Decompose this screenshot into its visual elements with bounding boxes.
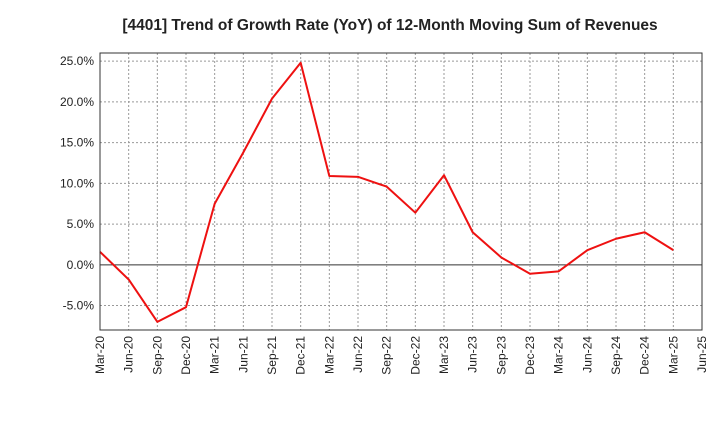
chart-title: [4401] Trend of Growth Rate (YoY) of 12-… (122, 17, 657, 34)
y-tick-label: 20.0% (60, 95, 94, 109)
x-tick-label: Sep-22 (380, 336, 394, 375)
y-tick-label: 10.0% (60, 176, 94, 190)
x-tick-label: Mar-24 (552, 336, 566, 374)
x-tick-label: Jun-21 (236, 336, 250, 373)
x-tick-label: Mar-20 (93, 336, 107, 374)
x-tick-label: Dec-20 (179, 336, 193, 375)
x-tick-label: Sep-24 (609, 336, 623, 375)
series-line (99, 61, 674, 323)
y-tick-label: -5.0% (63, 299, 95, 313)
x-tick-label: Mar-23 (437, 336, 451, 374)
grid (100, 53, 702, 330)
x-tick-label: Jun-22 (351, 336, 365, 373)
x-tick-label: Dec-23 (523, 336, 537, 375)
x-tick-label: Mar-22 (322, 336, 336, 374)
y-tick-label: 0.0% (67, 258, 95, 272)
x-tick-label: Sep-21 (265, 336, 279, 375)
x-tick-label: Jun-23 (466, 336, 480, 373)
x-tick-label: Jun-25 (695, 336, 709, 373)
x-tick-label: Dec-24 (638, 336, 652, 375)
y-axis-ticks: 25.0% 20.0% 15.0% 10.0% 5.0% 0.0% -5.0% (60, 54, 94, 312)
x-tick-label: Sep-23 (494, 336, 508, 375)
x-axis-ticks: Mar-20 Jun-20 Sep-20 Dec-20 Mar-21 Jun-21 Sep-… (93, 336, 709, 375)
x-tick-label: Mar-21 (208, 336, 222, 374)
y-tick-label: 5.0% (67, 217, 95, 231)
y-tick-label: 25.0% (60, 54, 94, 68)
x-tick-label: Mar-25 (666, 336, 680, 374)
x-tick-label: Dec-21 (294, 336, 308, 375)
x-tick-label: Dec-22 (408, 336, 422, 375)
x-tick-label: Sep-20 (150, 336, 164, 375)
y-tick-label: 15.0% (60, 136, 94, 150)
x-tick-label: Jun-24 (580, 336, 594, 373)
series-group (99, 61, 674, 323)
x-tick-label: Jun-20 (122, 336, 136, 373)
plot-border (99, 52, 703, 331)
